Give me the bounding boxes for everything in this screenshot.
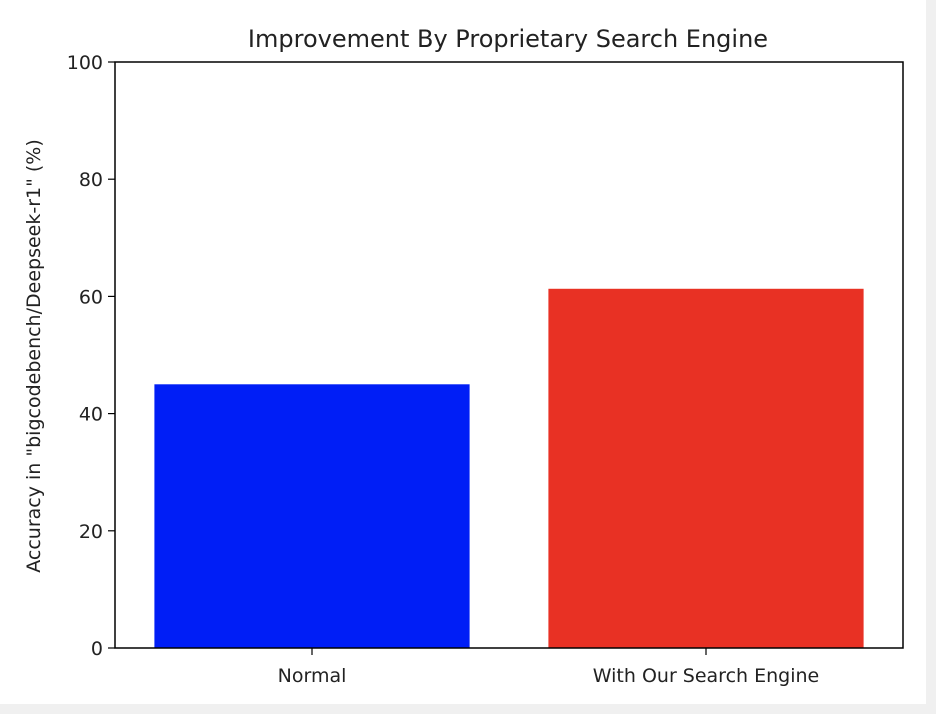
y-tick-label: 80 [79, 169, 103, 191]
y-axis-label: Accuracy in "bigcodebench/Deepseek-r1" (… [23, 139, 45, 573]
axes-group [114, 61, 904, 649]
x-tick-label: Normal [278, 665, 347, 687]
bar-chart: Improvement By Proprietary Search Engine… [23, 25, 904, 687]
x-tick-label: With Our Search Engine [593, 665, 819, 687]
chart-title: Improvement By Proprietary Search Engine [248, 25, 768, 53]
plot-area-frame [114, 61, 904, 649]
x-ticks-group: Normal With Our Search Engine [278, 648, 819, 687]
chart-frame: Improvement By Proprietary Search Engine… [0, 0, 926, 704]
y-tick-label: 0 [91, 638, 103, 660]
y-ticks-group: 0 20 40 60 80 100 [67, 52, 115, 660]
bar-with-our-search-engine [548, 288, 864, 648]
bars-group [154, 288, 864, 648]
y-tick-label: 100 [67, 52, 103, 74]
y-tick-label: 40 [79, 404, 103, 426]
bar-normal [154, 384, 470, 648]
y-tick-label: 60 [79, 286, 103, 308]
y-tick-label: 20 [79, 521, 103, 543]
